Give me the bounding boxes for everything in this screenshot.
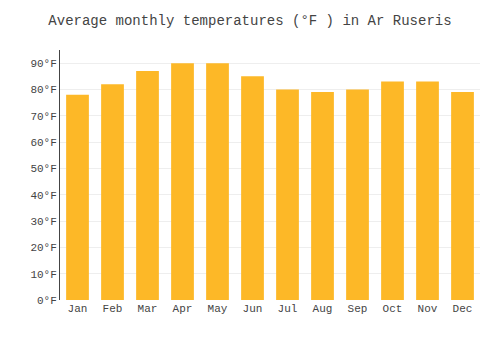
svg-text:Nov: Nov xyxy=(418,303,438,315)
svg-text:40°F: 40°F xyxy=(30,190,56,202)
svg-text:30°F: 30°F xyxy=(30,216,56,228)
svg-text:Apr: Apr xyxy=(173,303,193,315)
svg-text:May: May xyxy=(208,303,228,315)
svg-text:Feb: Feb xyxy=(103,303,123,315)
svg-text:Jul: Jul xyxy=(278,303,298,315)
svg-text:70°F: 70°F xyxy=(30,111,56,123)
svg-text:10°F: 10°F xyxy=(30,269,56,281)
svg-text:Oct: Oct xyxy=(383,303,403,315)
svg-text:60°F: 60°F xyxy=(30,137,56,149)
svg-text:Sep: Sep xyxy=(348,303,368,315)
svg-text:20°F: 20°F xyxy=(30,242,56,254)
svg-text:90°F: 90°F xyxy=(30,58,56,70)
svg-text:Dec: Dec xyxy=(453,303,473,315)
svg-text:Jan: Jan xyxy=(68,303,88,315)
svg-text:0°F: 0°F xyxy=(37,295,57,307)
svg-text:50°F: 50°F xyxy=(30,163,56,175)
svg-text:Mar: Mar xyxy=(138,303,158,315)
svg-text:Average monthly temperatures (: Average monthly temperatures (°F ) in Ar… xyxy=(48,13,451,29)
svg-text:80°F: 80°F xyxy=(30,84,56,96)
svg-text:Aug: Aug xyxy=(313,303,333,315)
svg-text:Jun: Jun xyxy=(243,303,263,315)
